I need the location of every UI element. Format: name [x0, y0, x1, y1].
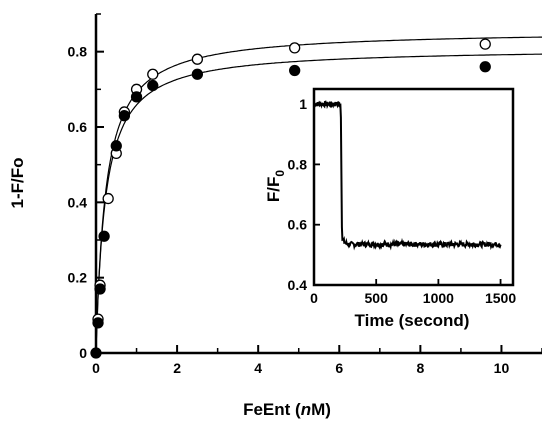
filled-point-6: [130, 91, 143, 103]
inset-y-axis-label: F/F0: [264, 170, 287, 203]
main-x-tick-label-3: 6: [335, 360, 343, 376]
main-chart: 0 2 4 6 8 10 00.20.40.60.8 FeEnt (nM) 1-F/Fo: [8, 13, 542, 419]
open-point-9: [479, 38, 491, 50]
main-x-tick-label-0: 0: [92, 360, 100, 376]
filled-point-2: [94, 283, 106, 295]
filled-point-3: [98, 230, 110, 242]
inset-x-ticks: 0 500 1000 1500: [310, 279, 516, 306]
main-fit-curve-1: [95, 53, 542, 353]
inset-fluorescence-trace: [313, 100, 502, 251]
main-plot-frame: [94, 14, 542, 355]
inset-x-tick-label-0: 0: [310, 290, 318, 306]
inset-x-tick-label-3: 1500: [485, 290, 516, 306]
open-point-7: [191, 53, 204, 65]
inset-y-tick-label-3: 1: [299, 96, 307, 112]
main-y-tick-label-4: 0.8: [68, 44, 88, 60]
open-point-2: [102, 192, 114, 205]
filled-point-0: [90, 347, 102, 359]
inset-y-tick-label-1: 0.6: [288, 217, 308, 233]
inset-y-tick-label-0: 0.4: [288, 277, 308, 293]
inset-plot-frame: [312, 87, 515, 287]
inset-x-tick-label-2: 1000: [423, 290, 454, 306]
main-x-tick-label-2: 4: [254, 360, 262, 376]
main-y-ticks: 0 0.2 0.4 0.6 0.8: [68, 13, 104, 361]
inset-y-tick-label-2: 0.8: [288, 156, 308, 172]
filled-point-8: [191, 68, 204, 80]
filled-point-4: [110, 140, 122, 152]
main-y-tick-label-1: 0.2: [68, 270, 88, 286]
filled-point-1: [92, 317, 104, 329]
inset-x-axis-label: Time (second): [355, 311, 470, 330]
open-point-6: [147, 68, 159, 80]
main-y-tick-label-0: 0: [79, 345, 87, 361]
filled-point-10: [479, 61, 491, 73]
main-y-axis-label: 1-F/Fo: [8, 158, 27, 209]
filled-point-9: [289, 64, 301, 77]
inset-y-ticks: 0.4 0.6 0.8 1: [288, 96, 320, 293]
main-x-tick-label-4: 8: [416, 360, 424, 376]
main-x-tick-label-5: 10: [494, 360, 510, 376]
main-x-axis-label: FeEnt (nM): [243, 400, 331, 419]
filled-point-7: [147, 79, 159, 92]
inset-chart: 0 500 1000 1500 0.4 0.6 0.8 1 Time (second) F/…: [264, 87, 516, 330]
inset-x-tick-label-1: 500: [365, 290, 389, 306]
filled-point-5: [118, 110, 131, 122]
open-point-8: [289, 42, 301, 54]
main-x-ticks: 0 2 4 6 8 10: [92, 345, 542, 376]
main-y-tick-label-2: 0.4: [68, 194, 88, 210]
main-y-tick-label-3: 0.6: [68, 119, 88, 135]
main-x-tick-label-1: 2: [173, 360, 181, 376]
main-data-points: [90, 38, 491, 359]
